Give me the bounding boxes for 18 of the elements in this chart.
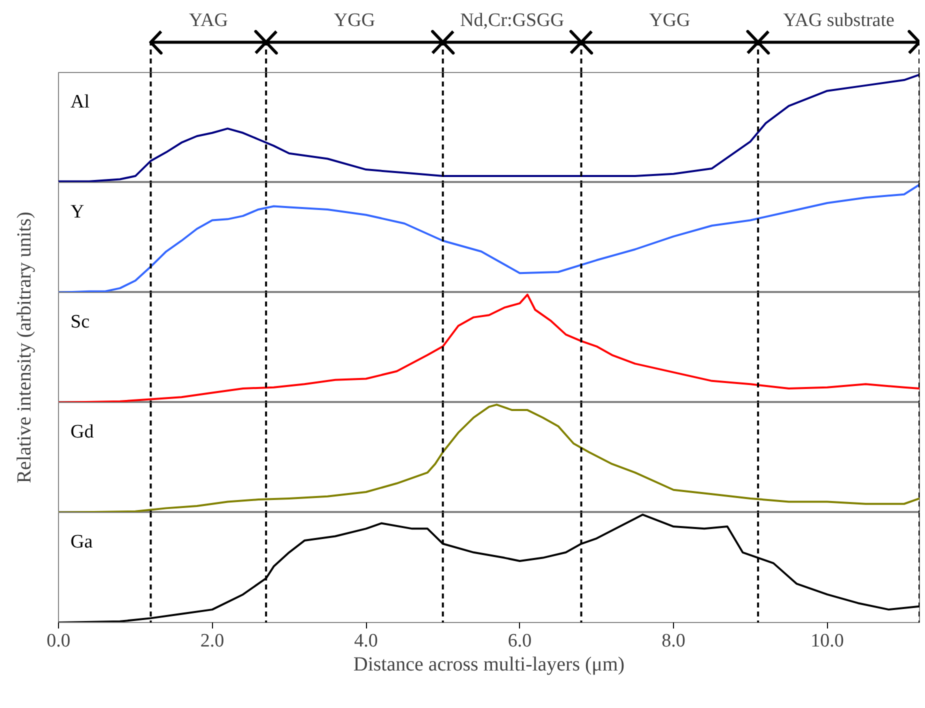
y-axis-title: Relative intensity (arbitrary units) [14,212,36,484]
text: Nd,Cr:GSGG [460,10,564,32]
text: Gd [70,422,94,442]
text: Al [70,92,90,112]
x-tick-label: 0.0 [46,630,70,652]
text: Y [70,202,84,222]
text: Sc [70,312,90,332]
x-tick-label: 2.0 [200,630,224,652]
x-tick-label: 10.0 [810,630,844,652]
text: YGG [649,10,691,32]
x-tick-label: 6.0 [508,630,532,652]
x-tick-label: 4.0 [354,630,378,652]
x-tick-label: 8.0 [662,630,686,652]
x-axis-title: Distance across multi-layers (μm) [353,654,625,676]
text: YAG substrate [783,10,894,32]
text: Ga [70,532,94,552]
text: YAG [188,10,228,32]
text: YGG [334,10,376,32]
